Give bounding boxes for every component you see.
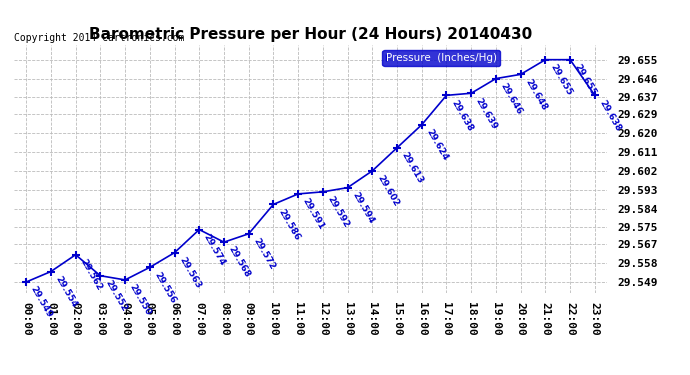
- Pressure  (Inches/Hg): [442, 93, 451, 98]
- Text: 29.552: 29.552: [103, 279, 128, 313]
- Text: 29.556: 29.556: [152, 270, 178, 305]
- Pressure  (Inches/Hg): [319, 190, 327, 194]
- Line: Pressure  (Inches/Hg): Pressure (Inches/Hg): [22, 56, 599, 286]
- Text: 29.549: 29.549: [29, 285, 55, 320]
- Pressure  (Inches/Hg): [72, 252, 80, 257]
- Text: 29.639: 29.639: [474, 96, 500, 131]
- Pressure  (Inches/Hg): [146, 265, 154, 270]
- Pressure  (Inches/Hg): [591, 93, 599, 98]
- Text: 29.574: 29.574: [202, 232, 227, 267]
- Pressure  (Inches/Hg): [170, 251, 179, 255]
- Legend: Pressure  (Inches/Hg): Pressure (Inches/Hg): [382, 50, 500, 66]
- Text: 29.655: 29.655: [573, 63, 598, 97]
- Title: Barometric Pressure per Hour (24 Hours) 20140430: Barometric Pressure per Hour (24 Hours) …: [89, 27, 532, 42]
- Text: 29.646: 29.646: [499, 81, 524, 116]
- Text: 29.572: 29.572: [251, 237, 277, 271]
- Text: 29.624: 29.624: [424, 128, 450, 162]
- Text: 29.594: 29.594: [351, 190, 375, 225]
- Pressure  (Inches/Hg): [220, 240, 228, 244]
- Text: 29.568: 29.568: [227, 245, 252, 279]
- Text: 29.638: 29.638: [598, 98, 623, 133]
- Text: 29.648: 29.648: [524, 77, 549, 112]
- Pressure  (Inches/Hg): [566, 57, 574, 62]
- Text: 29.550: 29.550: [128, 283, 153, 317]
- Pressure  (Inches/Hg): [393, 146, 401, 150]
- Text: 29.638: 29.638: [449, 98, 475, 133]
- Pressure  (Inches/Hg): [492, 76, 500, 81]
- Text: 29.554: 29.554: [54, 274, 79, 309]
- Text: 29.586: 29.586: [276, 207, 302, 242]
- Pressure  (Inches/Hg): [294, 192, 302, 196]
- Pressure  (Inches/Hg): [22, 280, 30, 284]
- Text: 29.562: 29.562: [79, 258, 103, 292]
- Pressure  (Inches/Hg): [344, 185, 352, 190]
- Pressure  (Inches/Hg): [541, 57, 549, 62]
- Pressure  (Inches/Hg): [47, 269, 55, 274]
- Pressure  (Inches/Hg): [96, 273, 104, 278]
- Text: 29.613: 29.613: [400, 150, 425, 185]
- Pressure  (Inches/Hg): [244, 231, 253, 236]
- Pressure  (Inches/Hg): [195, 227, 204, 232]
- Text: 29.655: 29.655: [548, 63, 573, 97]
- Text: 29.563: 29.563: [177, 255, 202, 290]
- Pressure  (Inches/Hg): [269, 202, 277, 207]
- Pressure  (Inches/Hg): [517, 72, 525, 76]
- Text: 29.592: 29.592: [326, 195, 351, 229]
- Text: Copyright 2014 Cartronics.com: Copyright 2014 Cartronics.com: [14, 33, 184, 42]
- Pressure  (Inches/Hg): [467, 91, 475, 96]
- Pressure  (Inches/Hg): [121, 278, 129, 282]
- Pressure  (Inches/Hg): [368, 169, 377, 173]
- Text: 29.602: 29.602: [375, 174, 400, 208]
- Pressure  (Inches/Hg): [417, 123, 426, 127]
- Text: 29.591: 29.591: [301, 197, 326, 231]
